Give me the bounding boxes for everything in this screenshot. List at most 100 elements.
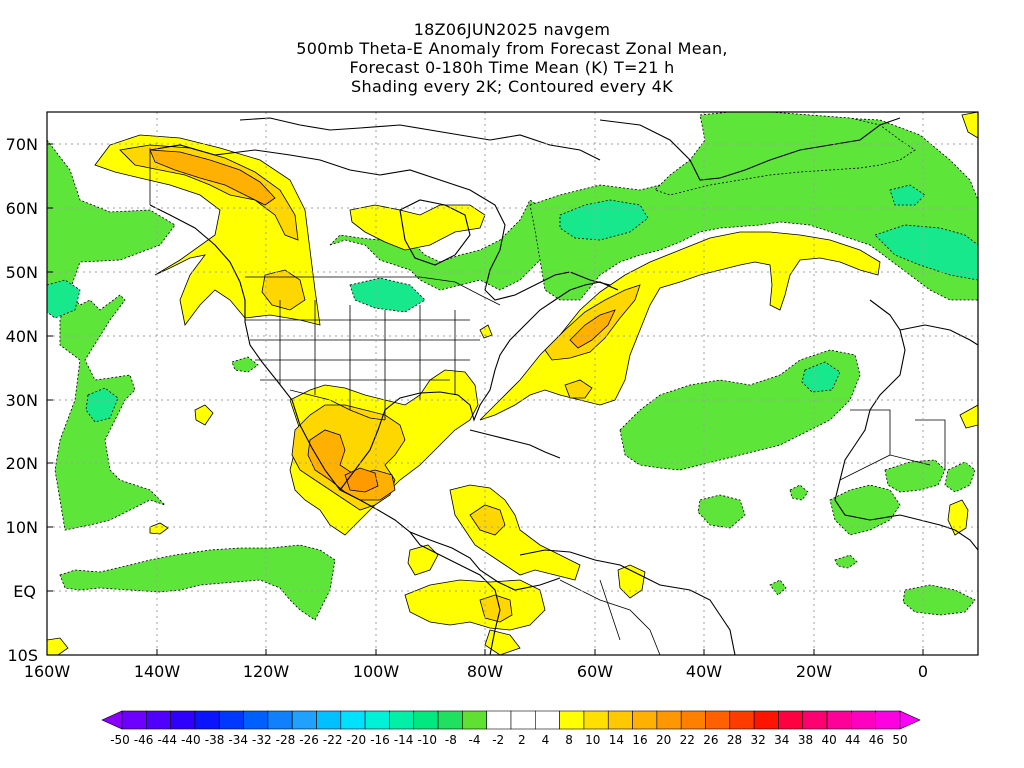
plot-frame	[46, 111, 979, 656]
colorbar-swatch	[218, 710, 244, 730]
colorbar-swatch	[462, 710, 487, 730]
colorbar-swatch	[607, 710, 633, 730]
lat-label-10n: 10N	[6, 518, 38, 537]
lat-label-30n: 30N	[6, 391, 38, 410]
atlantic-positive-c	[407, 544, 439, 576]
caribbean-core	[469, 504, 506, 536]
south-america-coast	[519, 549, 736, 655]
colorbar-swatch	[729, 710, 755, 730]
longitude-labels: 160W 140W 120W 100W 80W 60W 40W 20W 0	[24, 662, 928, 681]
colorbar-swatch	[316, 710, 342, 730]
lat-label-eq: EQ	[13, 582, 36, 601]
colorbar-label: 16	[632, 733, 647, 747]
south-america-positive	[404, 579, 546, 631]
title-line-2: 500mb Theta-E Anomaly from Forecast Zona…	[296, 39, 728, 58]
tick-marks	[47, 143, 924, 655]
caribbean-islands	[469, 429, 561, 459]
africa-negative-a	[884, 459, 946, 493]
colorbar-label: 2	[518, 733, 526, 747]
us-canada-border	[245, 276, 501, 306]
pacific-positive-b	[149, 522, 169, 535]
colorbar-label: -40	[181, 733, 201, 747]
south-atlantic-core	[564, 379, 593, 399]
lon-label-0: 0	[918, 662, 928, 681]
lon-label-120w: 120W	[243, 662, 290, 681]
atlantic-band-positive	[479, 231, 881, 421]
colorbar-swatch	[267, 710, 293, 730]
lon-label-140w: 140W	[134, 662, 181, 681]
lon-label-20w: 20W	[796, 662, 832, 681]
atlantic-blob-d	[834, 554, 858, 569]
africa-negative-b	[944, 461, 976, 493]
gulf-coast	[339, 281, 619, 491]
lon-label-60w: 60W	[577, 662, 613, 681]
atlantic-blob-c	[769, 579, 787, 596]
atlantic-blob-a	[697, 494, 746, 529]
lat-label-60n: 60N	[6, 199, 38, 218]
hudson-core	[349, 277, 426, 313]
colorbar-label: -26	[299, 733, 319, 747]
colorbar-swatch	[535, 710, 560, 730]
lon-label-100w: 100W	[353, 662, 400, 681]
colorbar-label: 32	[751, 733, 766, 747]
greenland-coast	[599, 117, 901, 181]
colorbar-label: 14	[609, 733, 624, 747]
tropical-pacific-negative	[59, 544, 336, 621]
colorbar-label: 50	[892, 733, 907, 747]
equatorial-atlantic-negative	[902, 584, 976, 616]
colorbar-label: -2	[492, 733, 504, 747]
pacific-core	[47, 279, 81, 319]
east-atlantic-positive-b	[959, 404, 978, 429]
colorbar-swatch	[899, 710, 921, 730]
lat-label-10s: 10S	[7, 646, 38, 665]
mexico-core-max	[344, 467, 379, 493]
africa-borders	[839, 409, 946, 481]
colorbar-swatch	[583, 710, 609, 730]
us-states-grid	[245, 300, 480, 420]
colorbar-swatch	[340, 710, 366, 730]
colorbar-swatch	[170, 710, 196, 730]
colorbar-swatch	[291, 710, 317, 730]
colorbar-swatch	[146, 710, 171, 730]
latitude-labels: 70N 60N 50N 40N 30N 20N 10N EQ 10S	[6, 135, 38, 665]
greenland-positive	[961, 112, 978, 139]
colorbar-label: 4	[542, 733, 550, 747]
central-america	[409, 531, 501, 655]
colorbar-swatch	[632, 710, 658, 730]
colorbar-label: -28	[276, 733, 296, 747]
pacific-positive-c	[47, 637, 69, 655]
stronger-negative-regions	[47, 184, 978, 423]
colorbar: -50 -46 -44 -40 -38 -34 -32 -28 -26 -22 -20 -16 -14-…	[101, 710, 921, 747]
lon-label-80w: 80W	[467, 662, 503, 681]
greenland-negative	[654, 112, 916, 196]
lat-label-50n: 50N	[6, 263, 38, 282]
colorbar-label: 26	[703, 733, 718, 747]
colorbar-swatch	[243, 710, 269, 730]
colorbar-label: 10	[585, 733, 600, 747]
caribbean-positive	[449, 484, 581, 581]
lon-label-160w: 160W	[24, 662, 71, 681]
atlantic-blob-b	[789, 484, 809, 501]
colorbar-swatch	[364, 710, 390, 730]
colorbar-label: 22	[680, 733, 695, 747]
colorbar-label: -16	[370, 733, 390, 747]
lat-label-70n: 70N	[6, 135, 38, 154]
us-west-blob	[231, 356, 259, 373]
colorbar-swatch	[194, 710, 220, 730]
colorbar-label: -46	[134, 733, 154, 747]
colorbar-swatch	[559, 710, 585, 730]
pacific-positive-a	[194, 404, 214, 426]
colorbar-swatch	[101, 710, 123, 730]
colorbar-swatch	[486, 710, 512, 730]
colorbar-label: -14	[394, 733, 414, 747]
west-africa-negative	[829, 484, 901, 536]
colorbar-label: 40	[821, 733, 836, 747]
us-mexico-border	[289, 389, 386, 421]
europe-coast	[834, 299, 978, 551]
colorbar-label: 8	[565, 733, 573, 747]
labrador-core	[559, 199, 649, 241]
colorbar-label: 28	[727, 733, 742, 747]
title-line-1: 18Z06JUN2025 navgem	[413, 20, 611, 39]
stronger-positive-regions	[119, 144, 641, 623]
alaska-core-inner	[149, 149, 276, 206]
